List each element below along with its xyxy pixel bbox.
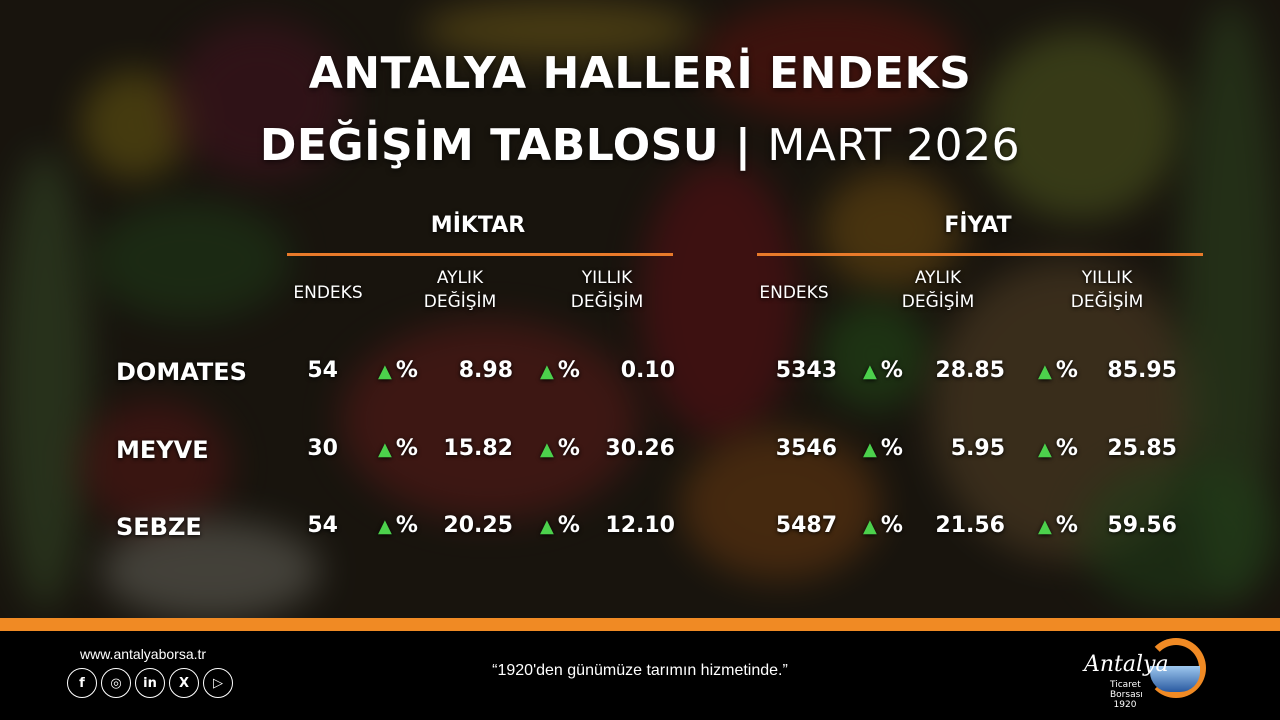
percent-symbol: % [1055,513,1078,538]
miktar-endeks-value: 30 [307,436,338,461]
column-header-text: DEĞİŞİM [1070,292,1144,312]
column-header-text: DEĞİŞİM [570,292,644,312]
column-header-fiyat-endeks: ENDEKS [759,283,829,303]
change-indicator: ▲% [1038,358,1088,383]
percent-symbol: % [880,513,903,538]
x-icon[interactable]: X [169,668,199,698]
orange-band [0,618,1280,631]
youtube-icon[interactable]: ▷ [203,668,233,698]
slogan: “1920'den günümüze tarımın hizmetinde.” [492,662,788,679]
column-header-text: YILLIK [581,268,633,288]
change-indicator: ▲% [540,358,590,383]
change-indicator: ▲% [378,513,428,538]
percent-symbol: % [557,513,580,538]
title-line-2: DEĞİŞİM TABLOSU | MART 2026 [0,120,1280,171]
change-indicator: ▲% [540,436,590,461]
column-header-text: DEĞİŞİM [423,292,497,312]
vegetable-background-photo [0,0,1280,618]
arrow-up-icon: ▲ [1038,516,1052,537]
row-label: DOMATES [116,358,247,386]
percent-symbol: % [395,513,418,538]
arrow-up-icon: ▲ [540,361,554,382]
column-header-text: AYLIK [436,268,484,288]
column-header-text: AYLIK [914,268,962,288]
column-header-text: DEĞİŞİM [901,292,975,312]
column-header-miktar-yillik: YILLIK DEĞİŞİM [537,266,677,314]
arrow-up-icon: ▲ [863,439,877,460]
miktar-endeks-value: 54 [307,358,338,383]
change-indicator: ▲% [863,513,913,538]
percent-symbol: % [1055,436,1078,461]
miktar-yillik-value: 30.26 [605,436,675,461]
arrow-up-icon: ▲ [863,361,877,382]
change-indicator: ▲% [378,436,428,461]
title-period: MART 2026 [767,120,1021,171]
percent-symbol: % [1055,358,1078,383]
change-indicator: ▲% [1038,513,1088,538]
change-indicator: ▲% [863,436,913,461]
website-link[interactable]: www.antalyaborsa.tr [80,646,207,662]
percent-symbol: % [395,358,418,383]
arrow-up-icon: ▲ [378,516,392,537]
miktar-yillik-value: 12.10 [605,513,675,538]
fiyat-yillik-value: 85.95 [1107,358,1177,383]
arrow-up-icon: ▲ [1038,361,1052,382]
column-header-text: YILLIK [1081,268,1133,288]
instagram-icon[interactable]: ◎ [101,668,131,698]
fiyat-endeks-value: 3546 [775,436,837,461]
row-label: MEYVE [116,436,209,464]
change-indicator: ▲% [863,358,913,383]
column-header-miktar-aylik: AYLIK DEĞİŞİM [390,266,530,314]
social-links: f ◎ in X ▷ [67,668,233,698]
percent-symbol: % [557,358,580,383]
miktar-aylik-value: 15.82 [443,436,513,461]
percent-symbol: % [395,436,418,461]
fiyat-aylik-value: 5.95 [950,436,1005,461]
miktar-aylik-value: 20.25 [443,513,513,538]
fiyat-aylik-value: 21.56 [935,513,1005,538]
fiyat-endeks-value: 5343 [775,358,837,383]
arrow-up-icon: ▲ [378,439,392,460]
change-indicator: ▲% [378,358,428,383]
fiyat-divider [757,253,1203,256]
title-subtitle: DEĞİŞİM TABLOSU | [259,120,752,171]
percent-symbol: % [557,436,580,461]
fiyat-aylik-value: 28.85 [935,358,1005,383]
section-miktar: MİKTAR [430,213,526,238]
percent-symbol: % [880,358,903,383]
miktar-aylik-value: 8.98 [458,358,513,383]
column-header-fiyat-aylik: AYLIK DEĞİŞİM [868,266,1008,314]
change-indicator: ▲% [1038,436,1088,461]
arrow-up-icon: ▲ [540,439,554,460]
column-header-miktar-endeks: ENDEKS [293,283,363,303]
change-indicator: ▲% [540,513,590,538]
miktar-endeks-value: 54 [307,513,338,538]
linkedin-icon[interactable]: in [135,668,165,698]
percent-symbol: % [880,436,903,461]
arrow-up-icon: ▲ [863,516,877,537]
column-header-fiyat-yillik: YILLIK DEĞİŞİM [1037,266,1177,314]
section-fiyat: FİYAT [944,213,1012,238]
facebook-icon[interactable]: f [67,668,97,698]
row-label: SEBZE [116,513,202,541]
fiyat-yillik-value: 25.85 [1107,436,1177,461]
arrow-up-icon: ▲ [1038,439,1052,460]
title-line-1: ANTALYA HALLERİ ENDEKS [308,48,972,99]
arrow-up-icon: ▲ [378,361,392,382]
miktar-divider [287,253,673,256]
fiyat-endeks-value: 5487 [775,513,837,538]
arrow-up-icon: ▲ [540,516,554,537]
miktar-yillik-value: 0.10 [620,358,675,383]
antalya-ticaret-borsasi-logo: Antalya Ticaret Borsası 1920 [1080,638,1220,718]
fiyat-yillik-value: 59.56 [1107,513,1177,538]
